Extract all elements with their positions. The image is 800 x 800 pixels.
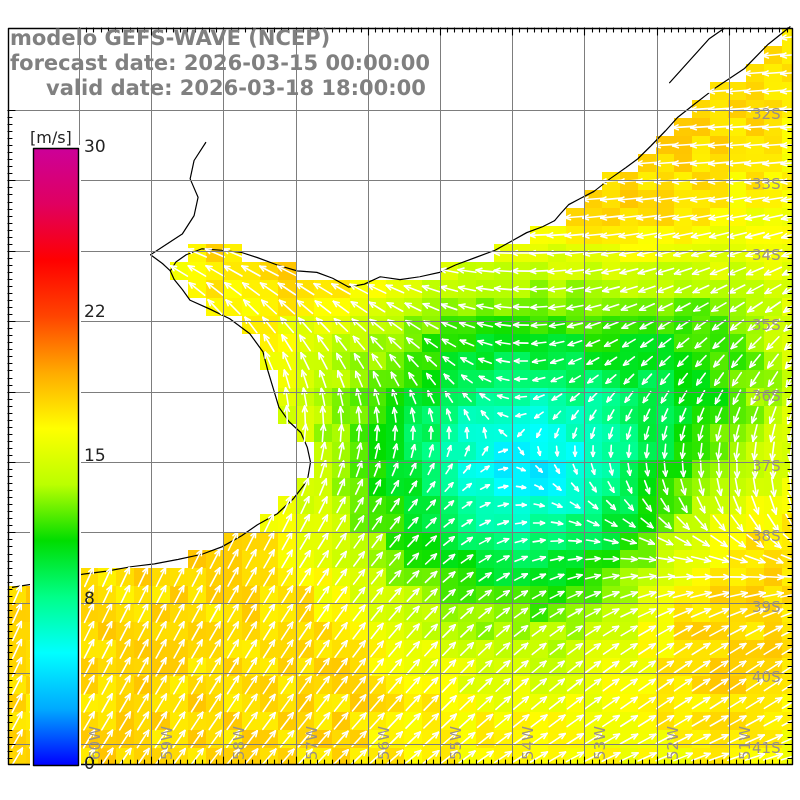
- lon-label-59W: 59W: [158, 726, 177, 760]
- colorbar-unit-label: [m/s]: [30, 128, 72, 147]
- colorbar-tick-8: 8: [84, 589, 95, 610]
- lon-label-53W: 53W: [591, 726, 610, 760]
- lon-label-52W: 52W: [663, 726, 682, 760]
- lat-label-32S: 32S: [752, 105, 781, 123]
- lat-label-33S: 33S: [752, 175, 781, 194]
- lat-label-38S: 38S: [752, 527, 781, 546]
- lat-label-40S: 40S: [752, 668, 781, 687]
- lat-label-36S: 36S: [752, 386, 781, 405]
- lon-label-54W: 54W: [519, 726, 538, 760]
- colorbar-tick-15: 15: [84, 445, 106, 466]
- lat-label-41S: 41S: [752, 738, 781, 757]
- lat-label-37S: 37S: [752, 457, 781, 475]
- colorbar-tick-30: 30: [84, 137, 106, 157]
- lat-label-35S: 35S: [752, 316, 781, 335]
- lat-label-34S: 34S: [752, 245, 781, 264]
- lon-label-57W: 57W: [302, 726, 321, 760]
- lon-label-58W: 58W: [230, 726, 249, 760]
- lat-label-39S: 39S: [752, 597, 781, 616]
- colorbar-tick-0: 0: [84, 754, 95, 774]
- lon-label-56W: 56W: [374, 726, 393, 760]
- colorbar-tick-22: 22: [84, 301, 106, 322]
- lon-label-51W: 51W: [735, 726, 754, 760]
- lon-label-55W: 55W: [447, 726, 465, 760]
